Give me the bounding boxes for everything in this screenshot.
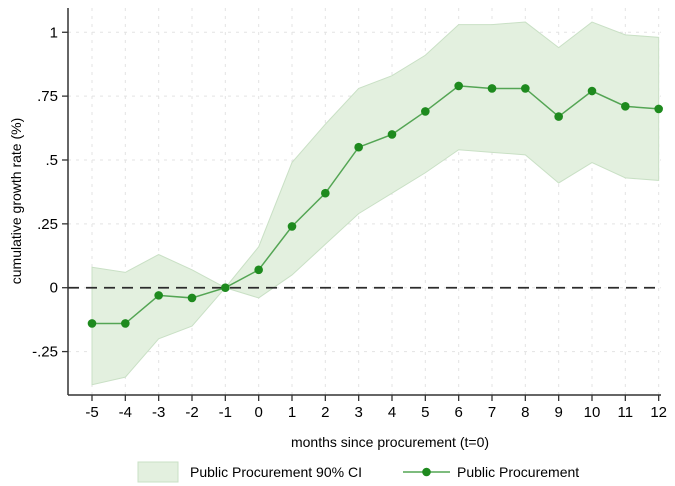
data-point-marker — [354, 142, 363, 152]
data-point-marker — [421, 107, 430, 116]
data-point-marker — [254, 265, 263, 275]
data-point-marker — [221, 283, 230, 293]
legend-series-label: Public Procurement — [457, 464, 579, 480]
data-point-marker — [387, 130, 397, 139]
y-tick-label: .25 — [37, 216, 58, 233]
x-tick-label: 7 — [488, 404, 496, 421]
y-tick-label: 0 — [50, 280, 58, 297]
x-axis-title: months since procurement (t=0) — [291, 434, 489, 450]
y-tick-label: 1 — [50, 24, 58, 41]
y-tick-label: .5 — [45, 152, 58, 169]
series-marker-swatch — [422, 467, 431, 477]
tick-labels: -.250.25.5.751-5 -4 -3 -2 -1 0 1 2 3 4 5 6 7 8 9 10 11 12 — [32, 24, 667, 421]
data-point-marker — [521, 84, 530, 93]
data-point-marker — [321, 188, 330, 198]
data-point-marker — [287, 222, 297, 231]
legend-ci-label: Public Procurement 90% CI — [190, 464, 362, 480]
x-tick-label: 5 — [421, 404, 429, 421]
data-point-marker — [121, 319, 130, 328]
series-polyline — [92, 85, 659, 325]
data-point-marker — [554, 112, 563, 121]
ci-band-polygon — [91, 21, 660, 386]
data-point-marker — [487, 84, 497, 93]
data-point-marker — [87, 319, 97, 328]
x-tick-label: 10 — [584, 404, 601, 421]
data-point-marker — [621, 102, 630, 111]
ci-band-swatch — [137, 461, 179, 483]
x-tick-label: 12 — [650, 404, 667, 421]
x-tick-label: 4 — [388, 404, 396, 421]
x-tick-label: -5 — [85, 404, 98, 421]
x-tick-label: -2 — [185, 404, 198, 421]
legend: Public Procurement 90% CI Public Procure… — [137, 461, 579, 483]
series-line-and-markers — [87, 81, 663, 328]
x-tick-label: 11 — [618, 404, 634, 421]
data-point-marker — [454, 81, 463, 91]
data-point-marker — [587, 86, 597, 96]
x-tick-label: -3 — [152, 404, 165, 421]
x-tick-label: -4 — [119, 404, 132, 421]
confidence-band — [91, 21, 660, 386]
x-tick-label: 6 — [454, 404, 462, 421]
data-point-marker — [187, 293, 197, 303]
y-axis-title: cumulative growth rate (%) — [8, 118, 24, 285]
x-tick-label: 9 — [554, 404, 562, 421]
x-tick-label: -1 — [219, 404, 232, 421]
x-tick-label: 8 — [521, 404, 529, 421]
x-tick-label: 1 — [288, 404, 296, 421]
x-tick-label: 0 — [254, 404, 262, 421]
y-tick-label: .75 — [37, 88, 58, 105]
data-point-marker — [154, 291, 163, 300]
y-tick-label: -.25 — [32, 344, 58, 361]
data-point-marker — [654, 104, 663, 114]
x-tick-label: 2 — [321, 404, 329, 421]
x-tick-label: 3 — [354, 404, 362, 421]
axes — [62, 8, 661, 401]
